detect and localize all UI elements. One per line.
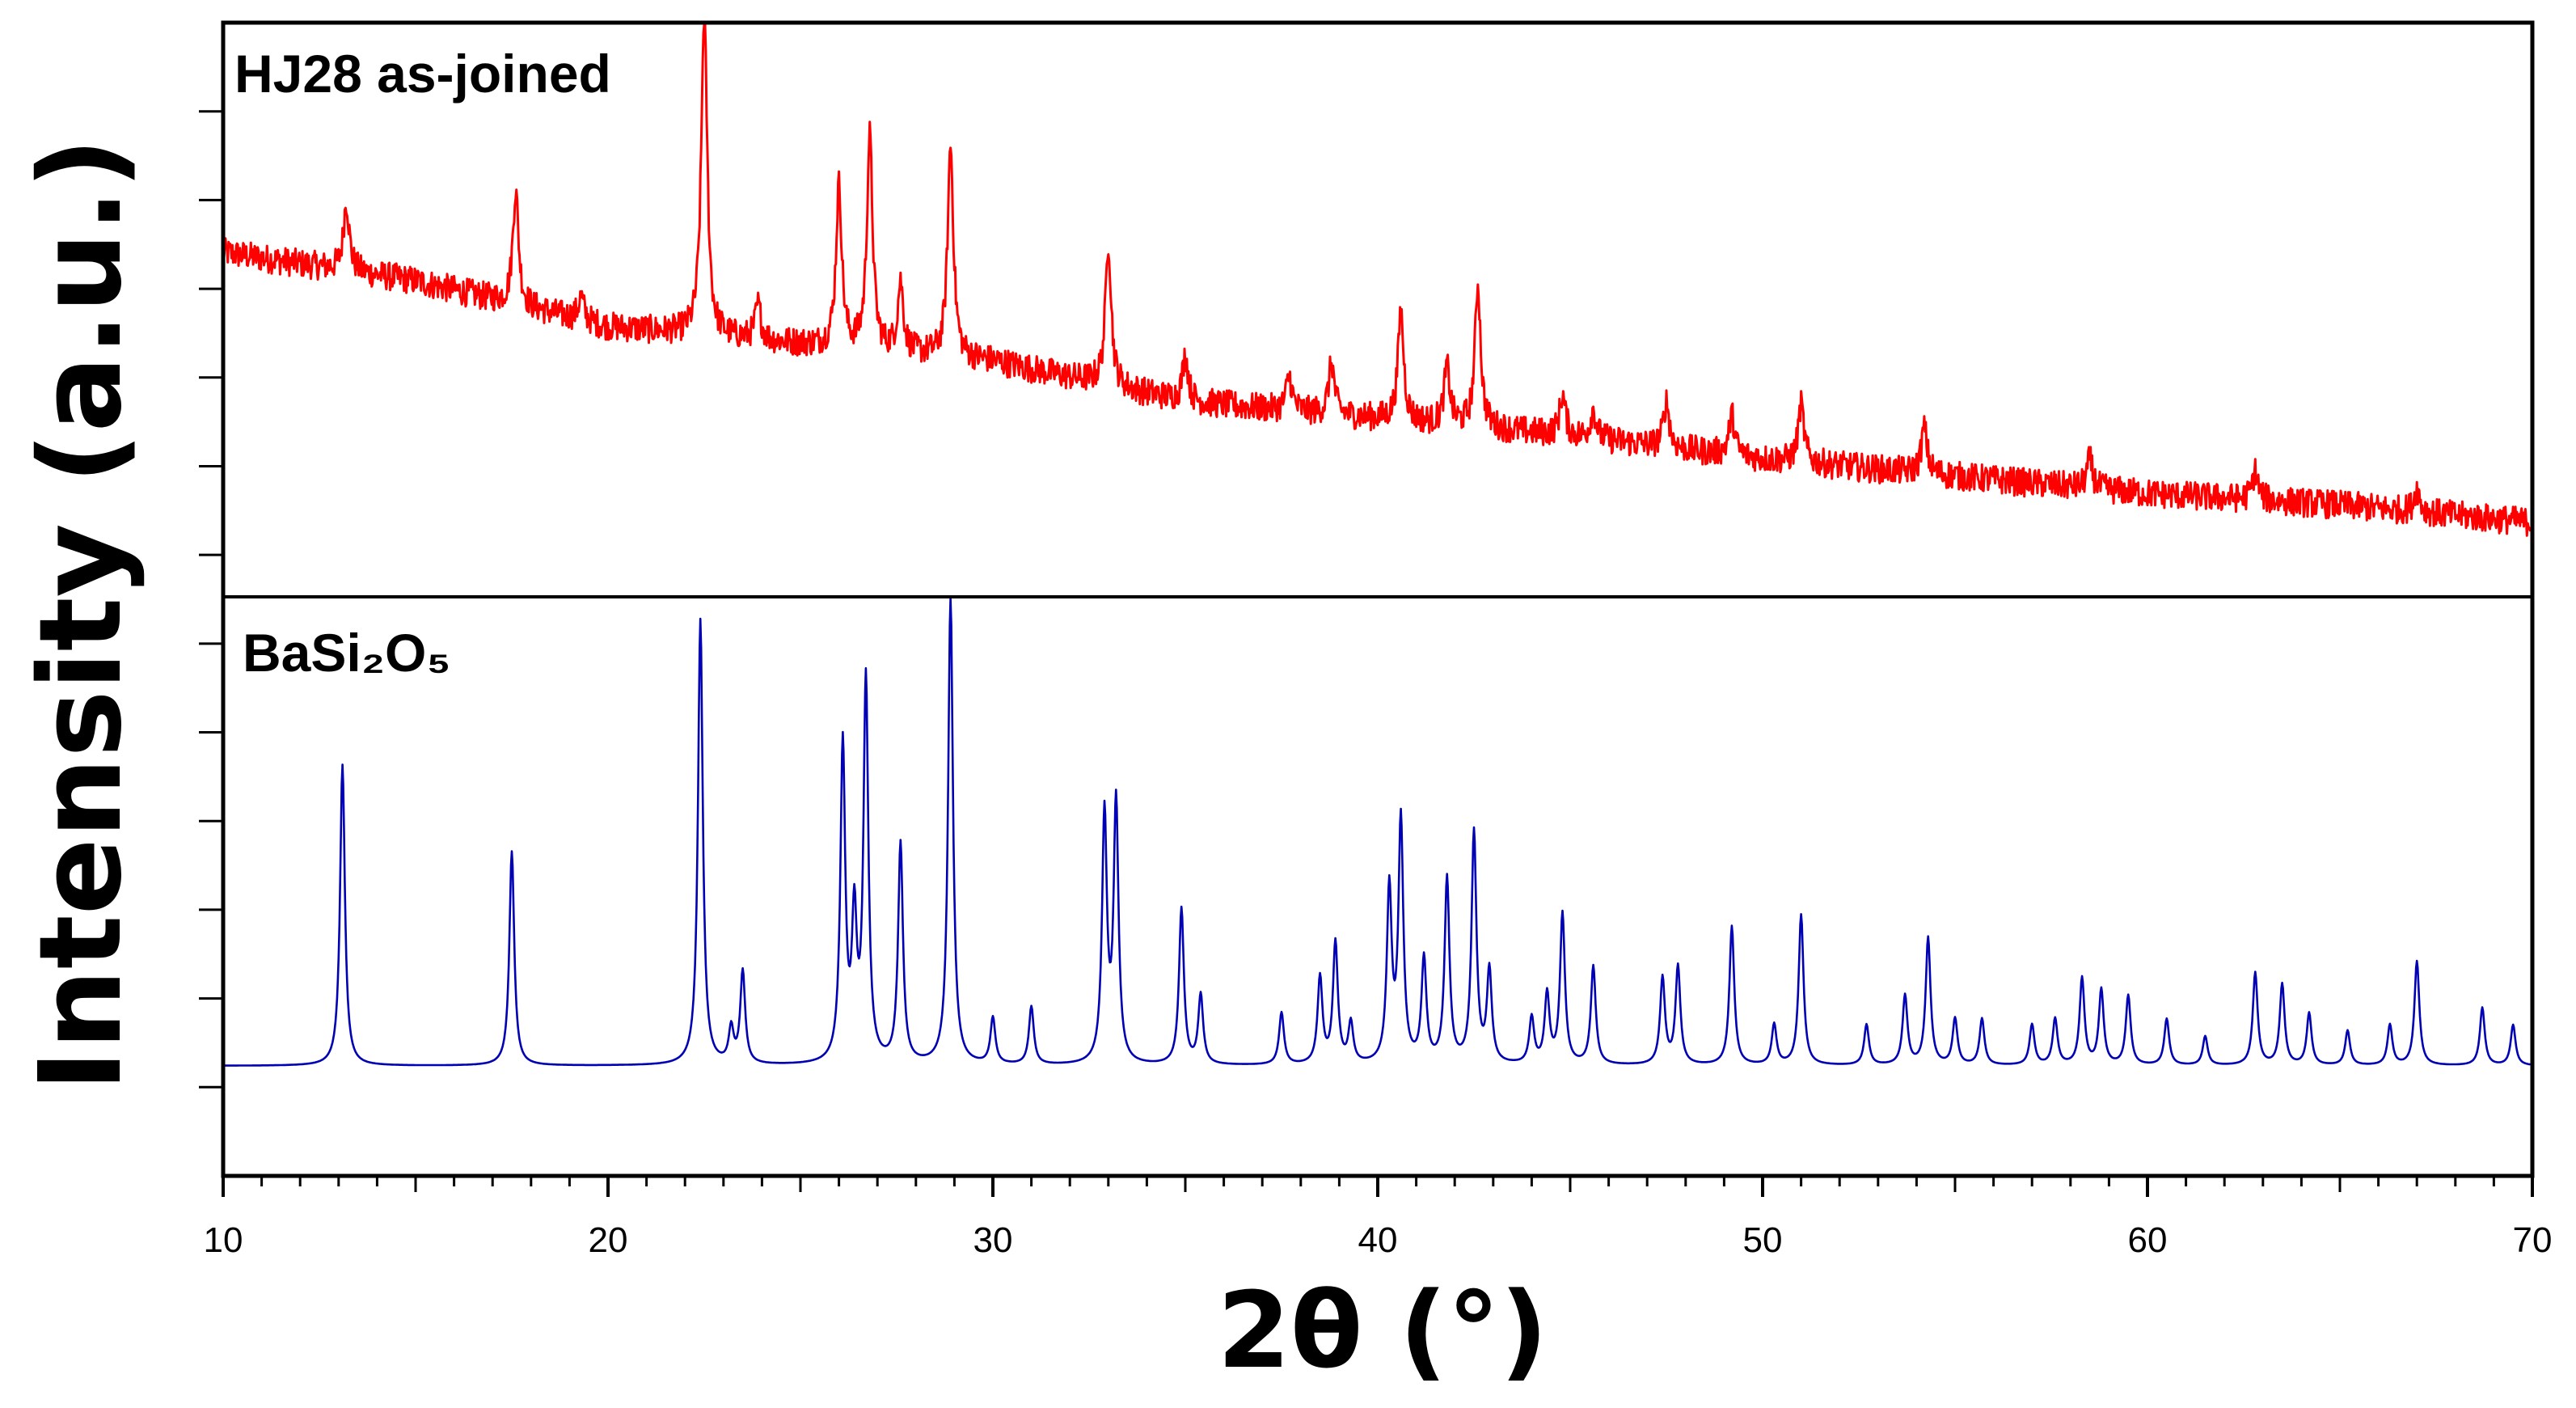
panel-as-joined xyxy=(222,23,2534,537)
plot-frame xyxy=(221,20,2535,1178)
x-tick-label: 60 xyxy=(2128,1220,2168,1260)
x-axis-ticks: 10 20 30 40 50 60 70 xyxy=(204,1176,2553,1260)
x-tick-label: 20 xyxy=(589,1220,628,1260)
panel-label-as-joined: HJ28 as-joined xyxy=(234,44,611,104)
x-axis-title: 2θ (°) xyxy=(1218,1269,1548,1392)
x-tick-label: 50 xyxy=(1743,1220,1783,1260)
y-axis-ticks xyxy=(199,110,223,1089)
pattern-line-as-joined xyxy=(222,23,2534,537)
panel-reference xyxy=(222,597,2533,1067)
x-tick-label: 40 xyxy=(1358,1220,1398,1260)
pattern-line-reference xyxy=(222,597,2533,1067)
y-axis-title: Intensity (a.u.) xyxy=(15,137,147,1092)
x-tick-label: 30 xyxy=(973,1220,1013,1260)
x-tick-label: 70 xyxy=(2513,1220,2553,1260)
x-tick-label: 10 xyxy=(204,1220,243,1260)
panel-label-reference: BaSi₂O₅ xyxy=(243,623,451,683)
